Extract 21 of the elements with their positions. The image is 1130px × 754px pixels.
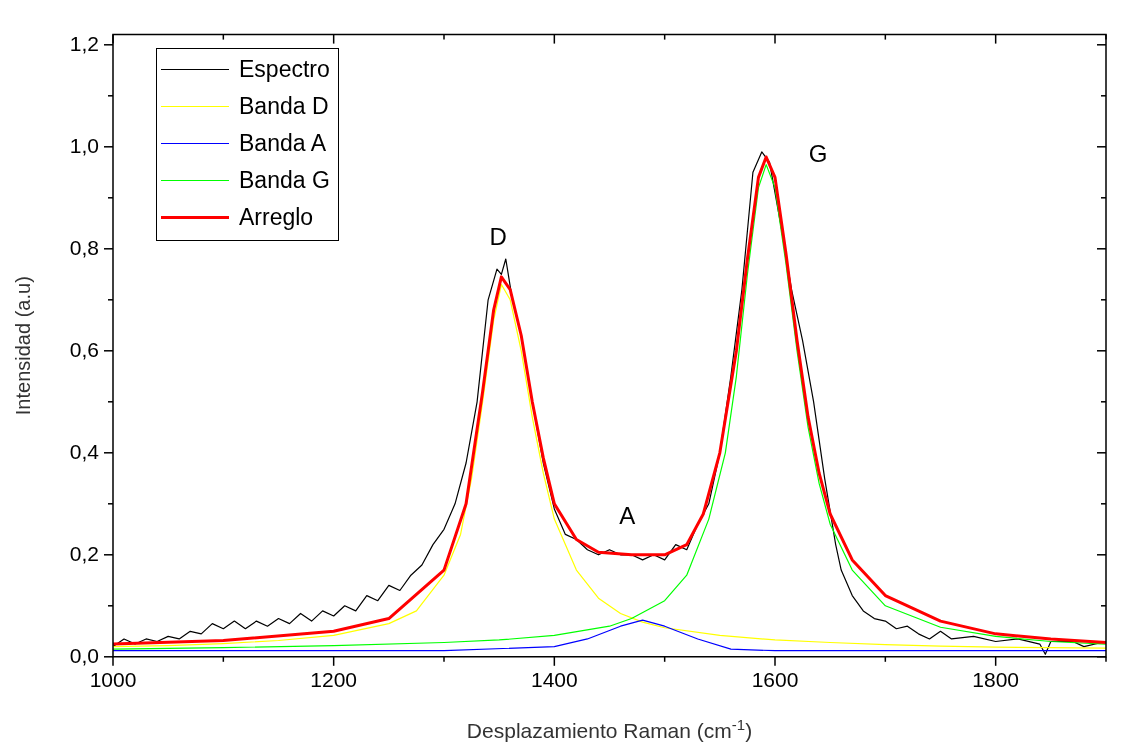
y-tick-label: 0,4 (69, 439, 100, 463)
x-tick-label: 1600 (751, 668, 799, 692)
y-tick-label: 1,0 (69, 133, 99, 157)
y-tick-label: 0,6 (69, 337, 99, 361)
legend-label: Espectro (239, 56, 330, 83)
legend-label: Arreglo (239, 204, 314, 231)
y-tick-label: 0,8 (69, 235, 99, 259)
x-tick-label: 1800 (972, 668, 1020, 692)
legend-label: Banda G (239, 167, 330, 194)
annotation: A (619, 502, 636, 530)
y-tick-label: 0,2 (69, 541, 99, 565)
annotation: G (808, 139, 828, 167)
x-tick-label: 1200 (310, 668, 358, 692)
legend-label: Banda D (239, 93, 329, 120)
y-axis-title: Intensidad (a.u) (11, 276, 34, 416)
annotation: D (489, 223, 507, 251)
y-tick-label: 1,2 (69, 31, 99, 55)
x-tick-label: 1400 (530, 668, 578, 692)
y-tick-label: 0,0 (69, 643, 99, 667)
x-tick-label: 1000 (89, 668, 137, 692)
legend-label: Banda A (239, 130, 326, 157)
